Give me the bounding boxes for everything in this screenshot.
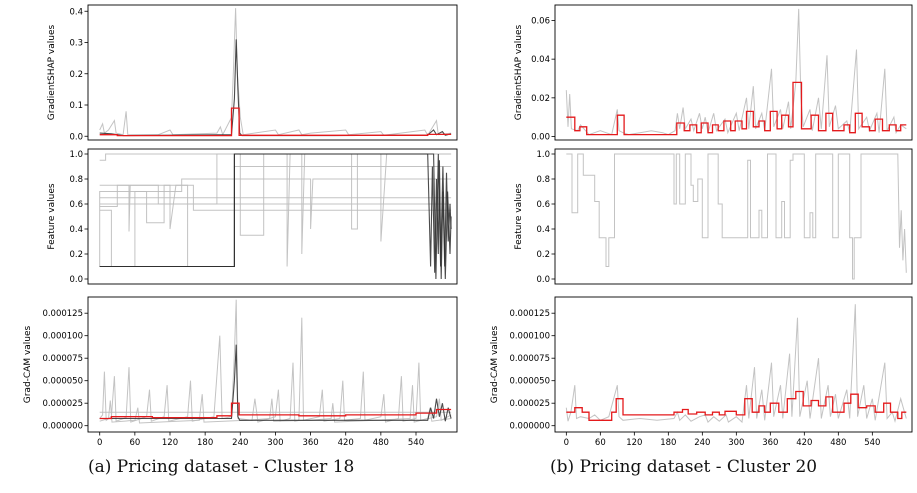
x-tick-label: 480: [830, 438, 846, 448]
axes-frame: [554, 296, 913, 433]
mean-line: [566, 81, 907, 136]
series-trace-light-0: [566, 153, 907, 280]
y-axis-label: GradientSHAP values: [47, 25, 57, 121]
x-tick-label: 180: [197, 438, 213, 448]
y-tick-label: 0.8: [536, 175, 550, 185]
y-tick-label: 0.4: [69, 7, 83, 17]
y-tick-label: 0.000025: [509, 399, 550, 409]
y-tick-label: 0.02: [531, 94, 550, 104]
y-tick-label: 0.4: [69, 225, 83, 235]
x-tick-label: 240: [232, 438, 248, 448]
y-tick-label: 0.2: [69, 250, 83, 260]
y-tick-label: 1.0: [536, 150, 550, 160]
y-tick-label: 0.000100: [42, 332, 83, 342]
series-trace-dark-7: [99, 153, 452, 280]
mean-line: [99, 402, 452, 420]
y-tick-label: 0.6: [536, 200, 550, 210]
series-trace-dark-1: [99, 39, 452, 137]
y-tick-label: 0.000000: [42, 422, 83, 432]
x-tick-label: 60: [595, 438, 606, 448]
mean-line: [99, 107, 452, 137]
panel-a-features: 0.0 0.2 0.4 0.6 0.8 1.0 Feature values: [47, 148, 458, 285]
axes-frame: [554, 148, 913, 285]
y-tick-label: 0.8: [69, 175, 83, 185]
series-trace-light-0: [99, 153, 452, 161]
y-tick-label: 0.6: [69, 200, 83, 210]
x-tick-label: 420: [338, 438, 354, 448]
series-trace-light-0: [99, 299, 452, 423]
y-axis-label: Feature values: [514, 183, 524, 249]
y-axis-label: GradientSHAP values: [514, 25, 524, 121]
y-tick-label: 0.000050: [42, 377, 83, 387]
y-axis-label: Feature values: [47, 183, 57, 249]
x-tick-label: 420: [796, 438, 812, 448]
x-tick-label: 540: [408, 438, 424, 448]
y-tick-label: 0.000125: [509, 309, 550, 319]
panel-b-gradcam: 0.000000 0.000025 0.000050 0.000075 0.000100…: [490, 296, 913, 448]
y-axis-label: Grad-CAM values: [23, 325, 33, 403]
panel-a-gradcam: 0.000000 0.000025 0.000050 0.000075 0.000100…: [23, 296, 458, 448]
y-tick-label: 0.00: [531, 133, 550, 143]
x-tick-label: 300: [728, 438, 744, 448]
x-tick-label: 240: [694, 438, 710, 448]
y-tick-label: 0.000025: [42, 399, 83, 409]
y-tick-label: 0.06: [531, 16, 550, 26]
series-trace-light-0: [99, 8, 452, 137]
x-tick-label: 120: [626, 438, 642, 448]
series-trace-dark-3: [99, 344, 452, 422]
x-tick-label: 0: [97, 438, 102, 448]
y-tick-label: 0.0: [69, 132, 83, 142]
y-tick-label: 0.000075: [42, 354, 83, 364]
x-tick-label: 360: [762, 438, 778, 448]
series-trace-light-1: [99, 166, 452, 232]
y-tick-label: 0.000050: [509, 377, 550, 387]
caption-cluster-18: (a) Pricing dataset - Cluster 18: [88, 457, 355, 477]
y-tick-label: 0.0: [536, 275, 550, 285]
mean-line: [566, 390, 907, 421]
x-tick-label: 0: [564, 438, 569, 448]
series-trace-dark-8: [99, 153, 452, 280]
series-trace-light-0: [565, 304, 907, 424]
y-tick-label: 0.000125: [42, 309, 83, 319]
series-trace-light-2: [99, 178, 452, 267]
y-tick-label: 0.0: [69, 275, 83, 285]
y-tick-label: 0.000075: [509, 354, 550, 364]
x-tick-label: 300: [267, 438, 283, 448]
x-tick-label: 360: [302, 438, 318, 448]
y-axis-label: Grad-CAM values: [490, 325, 500, 403]
y-tick-label: 0.2: [536, 250, 550, 260]
y-tick-label: 0.2: [69, 70, 83, 80]
y-tick-label: 0.04: [531, 55, 550, 65]
x-tick-label: 120: [162, 438, 178, 448]
axes-frame: [87, 148, 458, 285]
x-tick-label: 60: [129, 438, 140, 448]
axes-frame: [87, 4, 458, 141]
y-tick-label: 0.000100: [509, 332, 550, 342]
y-tick-label: 0.1: [69, 101, 83, 111]
panel-b-features: 0.0 0.2 0.4 0.6 0.8 1.0 Feature values: [514, 148, 913, 285]
caption-cluster-20: (b) Pricing dataset - Cluster 20: [550, 457, 818, 477]
x-tick-label: 480: [373, 438, 389, 448]
y-tick-label: 0.4: [536, 225, 550, 235]
y-tick-label: 0.3: [69, 39, 83, 49]
y-tick-label: 0.000000: [509, 422, 550, 432]
axes-frame: [87, 296, 458, 433]
panel-a-gradientshap: 0.0 0.1 0.2 0.3 0.4 GradientSHAP values: [47, 4, 458, 142]
panel-b-gradientshap: 0.00 0.02 0.04 0.06 GradientSHAP values: [514, 4, 913, 143]
x-tick-label: 180: [660, 438, 676, 448]
x-tick-label: 540: [864, 438, 880, 448]
axes-frame: [554, 4, 913, 141]
y-tick-label: 1.0: [69, 150, 83, 160]
